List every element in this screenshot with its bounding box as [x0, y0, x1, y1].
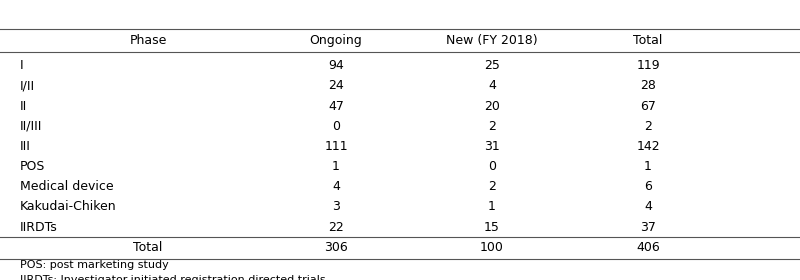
Text: 142: 142: [636, 140, 660, 153]
Text: Total: Total: [634, 34, 662, 47]
Text: 2: 2: [644, 120, 652, 133]
Text: 31: 31: [484, 140, 500, 153]
Text: New (FY 2018): New (FY 2018): [446, 34, 538, 47]
Text: 306: 306: [324, 241, 348, 254]
Text: 24: 24: [328, 80, 344, 92]
Text: 37: 37: [640, 221, 656, 234]
Text: 67: 67: [640, 100, 656, 113]
Text: 1: 1: [644, 160, 652, 173]
Text: I: I: [20, 59, 24, 72]
Text: POS: POS: [20, 160, 46, 173]
Text: 406: 406: [636, 241, 660, 254]
Text: II/III: II/III: [20, 120, 42, 133]
Text: 6: 6: [644, 180, 652, 193]
Text: II: II: [20, 100, 27, 113]
Text: 25: 25: [484, 59, 500, 72]
Text: 20: 20: [484, 100, 500, 113]
Text: IIRDTs: Investigator-initiated registration directed trials: IIRDTs: Investigator-initiated registrat…: [20, 275, 326, 280]
Text: 1: 1: [332, 160, 340, 173]
Text: POS: post marketing study: POS: post marketing study: [20, 260, 169, 270]
Text: 0: 0: [332, 120, 340, 133]
Text: Kakudai-Chiken: Kakudai-Chiken: [20, 200, 117, 213]
Text: 4: 4: [488, 80, 496, 92]
Text: III: III: [20, 140, 31, 153]
Text: IIRDTs: IIRDTs: [20, 221, 58, 234]
Text: 2: 2: [488, 180, 496, 193]
Text: 1: 1: [488, 200, 496, 213]
Text: Total: Total: [134, 241, 162, 254]
Text: 4: 4: [332, 180, 340, 193]
Text: 3: 3: [332, 200, 340, 213]
Text: 4: 4: [644, 200, 652, 213]
Text: 22: 22: [328, 221, 344, 234]
Text: 15: 15: [484, 221, 500, 234]
Text: 100: 100: [480, 241, 504, 254]
Text: Phase: Phase: [130, 34, 166, 47]
Text: 47: 47: [328, 100, 344, 113]
Text: 111: 111: [324, 140, 348, 153]
Text: 0: 0: [488, 160, 496, 173]
Text: 119: 119: [636, 59, 660, 72]
Text: Medical device: Medical device: [20, 180, 114, 193]
Text: I/II: I/II: [20, 80, 35, 92]
Text: 94: 94: [328, 59, 344, 72]
Text: Ongoing: Ongoing: [310, 34, 362, 47]
Text: 2: 2: [488, 120, 496, 133]
Text: 28: 28: [640, 80, 656, 92]
